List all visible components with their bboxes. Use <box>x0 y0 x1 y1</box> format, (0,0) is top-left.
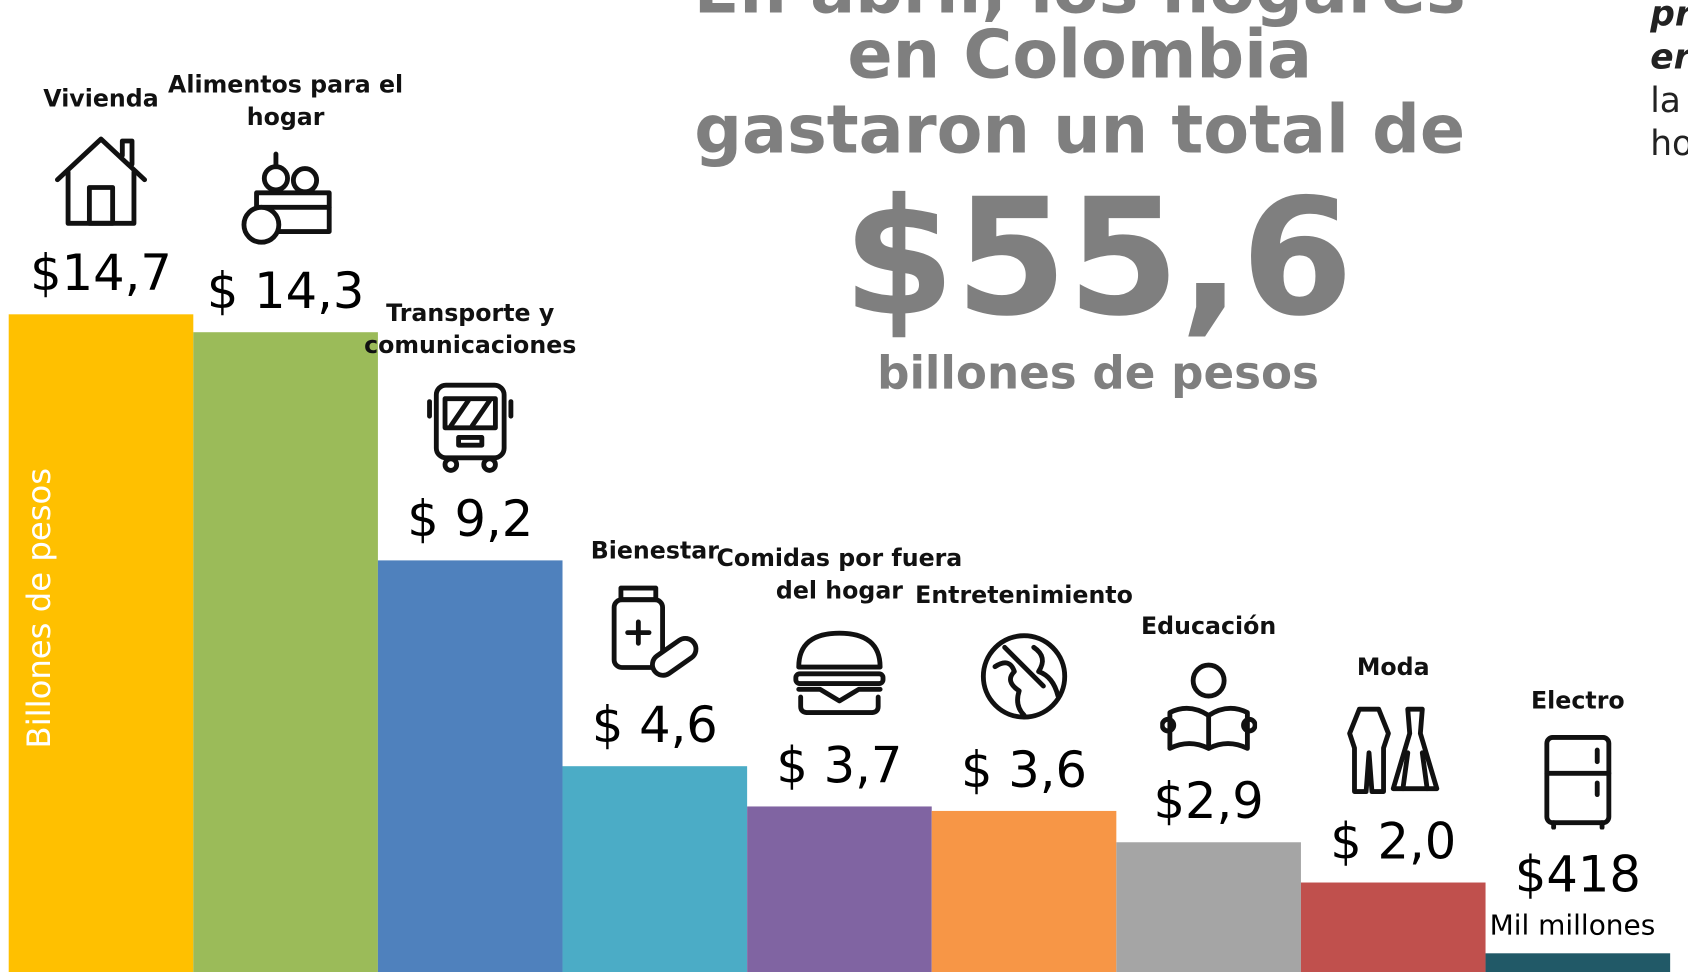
total-unit: billones de pesos <box>877 347 1319 400</box>
bar <box>1116 842 1301 972</box>
value-label: $ 9,2 <box>407 490 533 548</box>
title-line: En abril, los hogares <box>694 0 1466 29</box>
category-icon <box>1547 737 1609 827</box>
bar <box>377 560 563 972</box>
category-label-box: Bienestar <box>590 537 719 565</box>
value-label: $2,9 <box>1154 772 1264 830</box>
value-unit: Mil millones <box>1490 908 1656 941</box>
side-text: ho <box>1650 124 1688 164</box>
bar <box>1485 953 1671 972</box>
category-label: Bienestar <box>590 537 719 565</box>
category-icon <box>1350 709 1437 791</box>
category-label: Comidas por fuera del hogar <box>716 545 963 606</box>
value-label: $ 3,7 <box>776 736 902 794</box>
value-label: $418 <box>1515 845 1641 903</box>
category-icon <box>244 154 329 242</box>
bar <box>193 332 378 972</box>
value-label: $14,7 <box>30 244 172 302</box>
title-line: en Colombia <box>847 15 1312 93</box>
category-label: Electro <box>1531 687 1625 715</box>
category-label-box: Comidas por fuera del hogar <box>716 545 963 606</box>
category-label: Alimentos para el hogar <box>168 71 404 131</box>
value-label: $ 2,0 <box>1330 812 1456 870</box>
category-icon <box>796 633 883 712</box>
category-label-box: Moda <box>1356 654 1430 682</box>
bar <box>747 806 932 972</box>
category-icon <box>1162 665 1255 748</box>
category-label: Moda <box>1356 654 1430 682</box>
total: $55,6 <box>843 165 1354 353</box>
title-line: gastaron un total de <box>694 91 1465 169</box>
bar <box>931 810 1117 972</box>
category-label: Transporte y comunicaciones <box>364 299 577 360</box>
category-label-box: Alimentos para el hogar <box>168 71 404 131</box>
category-label: Vivienda <box>43 86 159 114</box>
category-label-box: Entretenimiento <box>915 582 1133 610</box>
category-label: Educación <box>1140 614 1277 641</box>
category-icon <box>983 636 1064 717</box>
category-label-box: Vivienda <box>43 86 159 114</box>
y-axis-label: Billones de pesos <box>20 468 58 749</box>
category-label-box: Educación <box>1140 614 1277 641</box>
side-text: pr <box>1649 0 1688 35</box>
category-icon <box>57 139 144 223</box>
side-text: er <box>1650 38 1688 78</box>
value-label: $ 14,3 <box>207 262 364 320</box>
category-label: Entretenimiento <box>915 582 1133 610</box>
category-label-box: Transporte y comunicaciones <box>364 299 577 360</box>
category-icon <box>614 588 700 679</box>
bar <box>8 314 194 972</box>
value-label: $ 3,6 <box>961 741 1087 799</box>
side-text: la <box>1650 81 1681 121</box>
value-label: $ 4,6 <box>592 696 718 754</box>
bar <box>562 766 748 972</box>
bar <box>1300 882 1486 972</box>
category-icon <box>430 385 511 470</box>
category-label-box: Electro <box>1531 687 1625 715</box>
